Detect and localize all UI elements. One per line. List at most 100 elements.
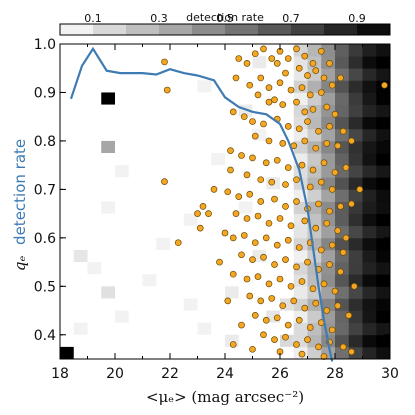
scatter-point [174,239,182,247]
heatmap-cell [87,262,102,275]
axis-ticks [59,43,391,359]
scatter-point [326,261,333,268]
y-tick-label: 0.8 [34,134,56,150]
heatmap-cell [376,140,391,154]
colorbar-tick-label: 0.9 [348,12,366,25]
heatmap-cell [362,249,377,263]
heatmap-cell [362,225,377,239]
heatmap-cell [376,201,391,215]
scatter-point [246,81,254,89]
y-tick-label: 1.0 [34,37,56,53]
scatter-point [257,198,265,205]
heatmap-cell [335,322,350,336]
svg-text:qₑ detection rate: qₑ detection rate [11,139,29,271]
scatter-point [301,52,309,60]
heatmap-cell [362,68,377,81]
colorbar-swatch [159,24,193,35]
y-tick-label: 0.7 [34,182,56,198]
scatter-point [301,108,309,116]
scatter-point [227,147,234,154]
heatmap-cell [362,177,377,190]
heatmap-cell [376,116,391,130]
heatmap-cell [376,153,391,166]
heatmap-cell [348,262,363,275]
heatmap-cell [348,92,363,105]
heatmap-cell [362,334,377,348]
scatter-point [320,353,328,360]
scatter-point [273,60,281,67]
scatter-point [337,202,344,210]
scatter-point [304,258,311,266]
scatter-point [279,302,287,310]
scatter-point [257,176,265,184]
scatter-point [251,312,259,319]
heatmap-cell [321,249,336,263]
scatter-point [229,234,237,242]
scatter-point [260,45,267,53]
heatmap-cell [293,116,308,130]
y-axis-label-group: qₑ detection rate [11,139,29,271]
heatmap-cell [376,177,391,190]
scatter-point [304,72,311,79]
scatter-point [238,321,245,329]
heatmap-cell [321,92,336,105]
heatmap-cell [101,286,115,299]
heatmap-cell [376,104,391,118]
y-tick-label: 0.9 [34,85,56,101]
scatter-point [282,69,289,77]
heatmap-cell [348,44,363,57]
heatmap-cell [348,104,363,118]
x-tick-label: 22 [161,366,179,382]
scatter-point [320,74,328,82]
scatter-point [251,132,259,140]
heatmap-cell [376,44,391,57]
detection-rate-curve [69,46,334,362]
scatter-point [350,282,358,290]
scatter-point [229,270,237,278]
scatter-point [306,324,314,331]
heatmap-cell [376,249,391,263]
heatmap-cell [376,346,391,360]
scatter-point [309,285,317,293]
scatter-point [337,268,344,276]
heatmap-cell [362,286,377,299]
heatmap-cell [307,116,322,130]
scatter-point [254,91,262,99]
heatmap-cell [376,322,391,336]
x-tick-label: 18 [51,366,69,382]
heatmap-cell [183,298,198,311]
x-axis-label: <μₑ> (mag arcsec⁻²) [146,388,304,406]
heatmap-cell [335,310,350,324]
scatter-point [326,207,333,215]
heatmap-cell [348,334,363,348]
scatter-point [279,101,287,108]
colorbar-swatch [225,24,259,35]
scatter-point [312,144,320,152]
heatmap-cell [348,298,363,311]
heatmap-cell [293,249,308,263]
scatter-point [356,186,364,193]
x-tick-label: 26 [271,366,289,382]
scatter-point [196,224,204,232]
heatmap-cell [307,189,322,202]
scatter-point [161,178,168,185]
scatter-point [161,58,168,66]
heatmap-cell [348,153,363,166]
scatter-point [293,45,300,53]
scatter-point [334,302,342,310]
scatter-point [216,258,223,266]
heatmap-cell [321,225,336,239]
scatter-point [282,333,289,341]
scatter-point [315,343,322,351]
scatter-point [337,74,344,82]
heatmap-cell [376,286,391,299]
heatmap-cell [376,56,391,69]
scatter-point [265,219,273,227]
scatter-point [243,171,251,179]
scatter-point [229,341,237,348]
heatmap-cell [335,116,350,130]
heatmap-cell [348,286,363,299]
scatter-point [271,336,278,343]
scatter-point [287,222,295,230]
y-axis-label: qₑ [11,256,29,272]
